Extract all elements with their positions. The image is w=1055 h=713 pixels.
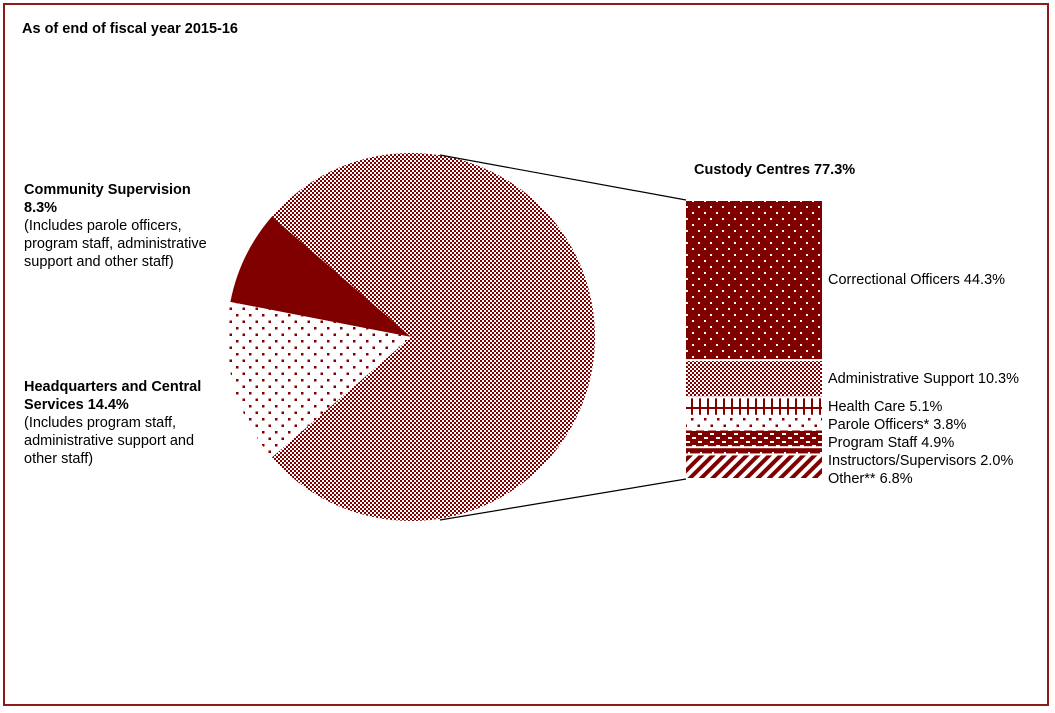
chart-subtitle: As of end of fiscal year 2015-16 <box>22 21 238 37</box>
bar-segment-parole-officers- <box>686 416 822 429</box>
hq-title: Headquarters and Central <box>24 379 202 395</box>
bar-label: Parole Officers* 3.8% <box>828 416 967 433</box>
pie-slice-community-supervision <box>230 216 411 337</box>
bar-label: Other** 6.8% <box>828 470 913 487</box>
hq-note-2: administrative support and <box>24 433 195 449</box>
bar-segment-correctional-officers <box>686 201 822 360</box>
bar-segment-health-care <box>686 398 822 415</box>
bar-segment-other- <box>686 455 822 478</box>
chart-frame <box>3 3 1049 706</box>
headquarters-label: Headquarters and Central Services 14.4% … <box>24 378 201 468</box>
community-note-2: program staff, administrative <box>24 236 207 252</box>
bar-segment-program-staff <box>686 430 822 447</box>
connector-line <box>439 478 687 521</box>
bar-segment-instructors-supervisors <box>686 448 822 454</box>
bar-label: Correctional Officers 44.3% <box>828 272 1006 289</box>
stacked-bar <box>686 201 822 478</box>
connector-lines <box>439 154 687 521</box>
hq-note-3: other staff) <box>24 451 94 467</box>
pie <box>227 153 595 521</box>
bar-label: Instructors/Supervisors 2.0% <box>828 452 1014 469</box>
bar-segment-administrative-support <box>686 361 822 397</box>
pie-slice-custody-centres <box>271 153 595 521</box>
community-value: 8.3% <box>24 200 58 216</box>
pie-slice-headquarters-and-central-services <box>227 301 411 458</box>
connector-line <box>439 154 687 201</box>
bar-label: Program Staff 4.9% <box>828 434 955 451</box>
hq-value: Services 14.4% <box>24 397 129 413</box>
bar-label: Health Care 5.1% <box>828 398 943 415</box>
community-title: Community Supervision <box>24 182 191 198</box>
custody-centres-label: Custody Centres 77.3% <box>694 162 856 178</box>
community-note-3: support and other staff) <box>24 254 174 270</box>
bar-label: Administrative Support 10.3% <box>828 370 1020 387</box>
community-supervision-label: Community Supervision 8.3% (Includes par… <box>24 181 207 271</box>
hq-note-1: (Includes program staff, <box>24 415 177 431</box>
community-note-1: (Includes parole officers, <box>24 218 182 234</box>
